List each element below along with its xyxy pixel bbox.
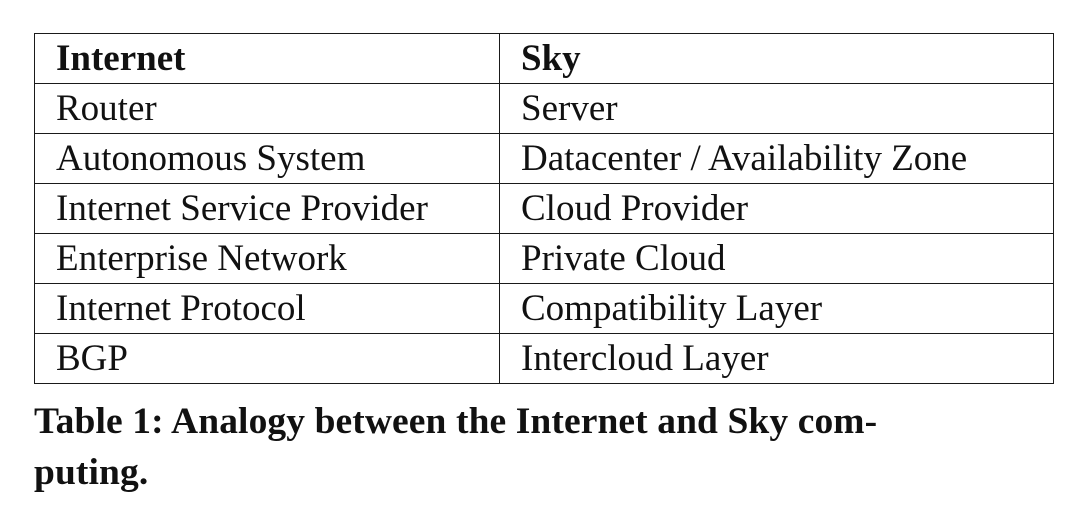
cell-internet: BGP <box>34 333 500 384</box>
table-row: Enterprise Network Private Cloud <box>34 233 1054 284</box>
table-row: BGP Intercloud Layer <box>34 333 1054 384</box>
caption-line-2: puting. <box>34 452 149 493</box>
table-caption: Table 1: Analogy between the Internet an… <box>34 396 1034 498</box>
header-internet: Internet <box>34 33 500 84</box>
cell-sky: Intercloud Layer <box>499 333 1054 384</box>
cell-internet: Enterprise Network <box>34 233 500 284</box>
analogy-table: Internet Sky Router Server Autonomous Sy… <box>34 33 1054 384</box>
cell-sky: Cloud Provider <box>499 183 1054 234</box>
cell-sky: Datacenter / Availability Zone <box>499 133 1054 184</box>
header-sky: Sky <box>499 33 1054 84</box>
cell-internet: Router <box>34 83 500 134</box>
caption-line-1: Table 1: Analogy between the Internet an… <box>34 401 878 442</box>
table-row: Internet Service Provider Cloud Provider <box>34 183 1054 234</box>
cell-internet: Internet Service Provider <box>34 183 500 234</box>
table-row: Autonomous System Datacenter / Availabil… <box>34 133 1054 184</box>
cell-sky: Private Cloud <box>499 233 1054 284</box>
cell-internet: Autonomous System <box>34 133 500 184</box>
table-row: Internet Protocol Compatibility Layer <box>34 283 1054 334</box>
table-row: Router Server <box>34 83 1054 134</box>
analogy-table-container: Internet Sky Router Server Autonomous Sy… <box>34 33 1054 384</box>
cell-internet: Internet Protocol <box>34 283 500 334</box>
table-header-row: Internet Sky <box>34 33 1054 84</box>
cell-sky: Compatibility Layer <box>499 283 1054 334</box>
cell-sky: Server <box>499 83 1054 134</box>
